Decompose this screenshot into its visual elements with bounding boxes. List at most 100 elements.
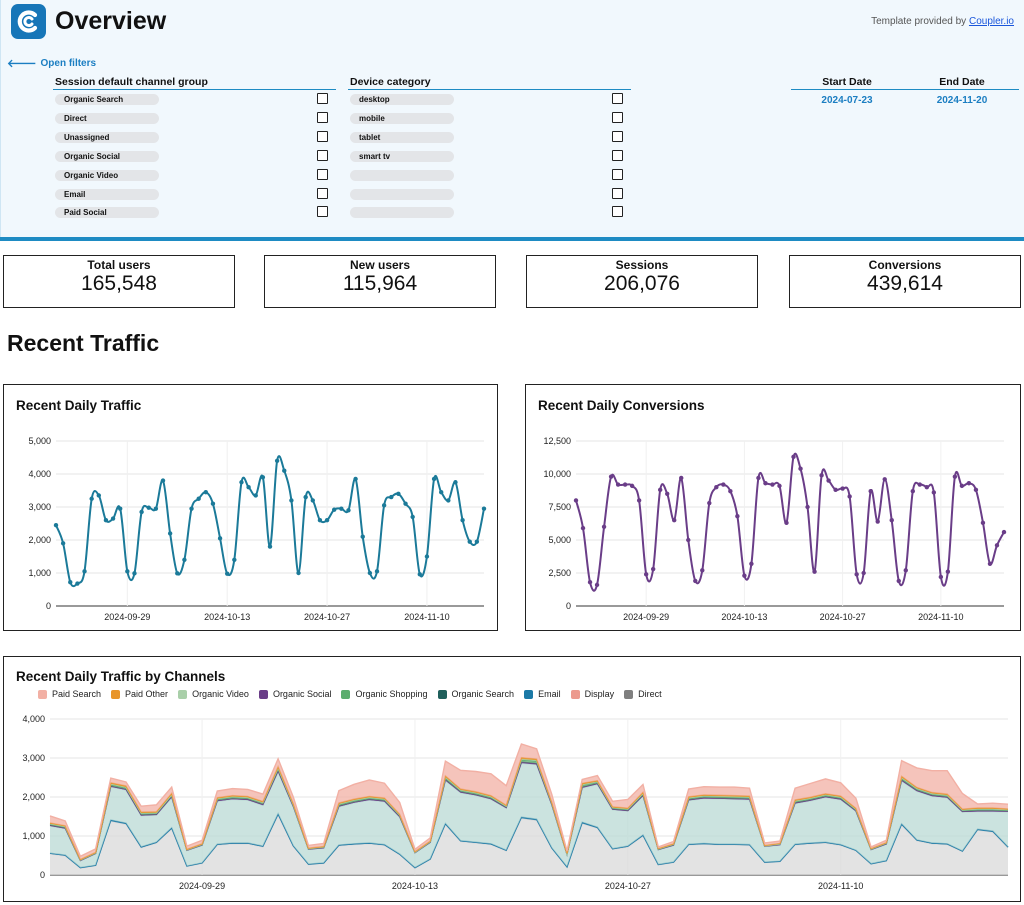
data-point bbox=[367, 570, 373, 576]
legend-item[interactable]: Organic Search bbox=[437, 689, 514, 699]
legend-item[interactable]: Paid Other bbox=[111, 689, 168, 699]
data-point bbox=[175, 571, 180, 576]
data-point bbox=[875, 519, 880, 524]
filter-checkbox[interactable] bbox=[612, 149, 623, 161]
filter-option-label[interactable]: Unassigned bbox=[55, 131, 159, 143]
data-point bbox=[53, 522, 59, 528]
data-point bbox=[707, 500, 712, 506]
kpi-value: 439,614 bbox=[867, 272, 943, 295]
filter-option-label[interactable]: smart tv bbox=[350, 150, 454, 162]
filter-option: Organic Social bbox=[55, 149, 355, 163]
open-filters-button[interactable]: 🡐 Open filters bbox=[7, 58, 96, 69]
data-point bbox=[274, 458, 280, 463]
y-tick-label: 10,000 bbox=[543, 469, 571, 479]
filter-checkbox[interactable] bbox=[612, 168, 623, 180]
start-date-picker[interactable]: 2024-07-23 bbox=[821, 95, 873, 106]
y-tick-label: 5,000 bbox=[548, 535, 571, 545]
legend-label: Direct bbox=[638, 689, 662, 699]
header-divider bbox=[0, 237, 1024, 241]
x-tick-label: 2024-10-13 bbox=[392, 881, 438, 891]
data-point bbox=[246, 485, 251, 490]
data-point bbox=[310, 498, 315, 503]
data-point bbox=[82, 569, 87, 574]
filter-checkbox[interactable] bbox=[317, 187, 328, 199]
filter-option-label[interactable]: tablet bbox=[350, 131, 454, 143]
filter-checkbox[interactable] bbox=[612, 187, 623, 199]
open-filters-label: Open filters bbox=[40, 58, 97, 69]
data-point bbox=[453, 480, 458, 485]
filter-option-label[interactable] bbox=[350, 188, 454, 200]
data-point bbox=[396, 491, 401, 496]
legend-item[interactable]: Direct bbox=[624, 689, 662, 699]
filter-checkbox[interactable] bbox=[612, 130, 623, 142]
filter-option: Unassigned bbox=[55, 130, 355, 144]
filter-option-label[interactable]: Direct bbox=[55, 112, 159, 124]
coupler-link[interactable]: Coupler.io bbox=[968, 16, 1014, 27]
data-point bbox=[232, 557, 237, 562]
filter-option-label[interactable]: Email bbox=[55, 188, 159, 200]
filter-checkbox[interactable] bbox=[612, 93, 623, 104]
data-point bbox=[160, 478, 166, 483]
filter-checkbox[interactable] bbox=[612, 206, 623, 218]
data-point bbox=[973, 487, 979, 493]
filter-checkbox[interactable] bbox=[317, 93, 328, 104]
filter-option-label[interactable]: Organic Social bbox=[55, 150, 159, 162]
conversions-chart: 0 2,500 5,000 7,500 10,000 12,500 2024-09-29 20… bbox=[543, 436, 1007, 622]
data-point bbox=[980, 520, 986, 526]
legend-label: Organic Social bbox=[272, 689, 332, 699]
channels-chart: 0 1,000 2,000 3,000 4,000 2024-09-29 2024-10-1… bbox=[22, 714, 1009, 891]
filter-checkbox[interactable] bbox=[612, 111, 623, 123]
data-point bbox=[763, 481, 768, 486]
y-tick-label: 0 bbox=[40, 870, 45, 880]
legend-item[interactable]: Organic Shopping bbox=[341, 689, 428, 699]
end-date-picker[interactable]: 2024-11-20 bbox=[936, 95, 988, 106]
x-tick-label: 2024-09-29 bbox=[179, 881, 225, 891]
data-point bbox=[296, 570, 301, 576]
data-point bbox=[225, 571, 230, 576]
filter-option: Organic Video bbox=[55, 168, 355, 182]
filter-option-label[interactable] bbox=[350, 207, 454, 219]
data-point bbox=[931, 490, 937, 495]
series-line bbox=[55, 455, 485, 588]
data-point bbox=[424, 554, 430, 559]
filter-checkbox[interactable] bbox=[317, 206, 328, 218]
legend-item[interactable]: Email bbox=[524, 689, 561, 699]
arrow-left-icon: 🡐 bbox=[7, 57, 37, 70]
channel-filter-title: Session default channel group bbox=[55, 76, 208, 88]
filter-option-label[interactable]: Organic Video bbox=[55, 169, 159, 181]
data-point bbox=[132, 571, 137, 576]
traffic-chart: 0 1,000 2,000 3,000 4,000 5,000 2024-09-29 2024… bbox=[28, 436, 487, 622]
legend-item[interactable]: Display bbox=[570, 689, 614, 699]
data-point bbox=[812, 569, 817, 574]
y-tick-label: 4,000 bbox=[28, 469, 51, 479]
filter-option-label[interactable] bbox=[350, 169, 454, 181]
data-point bbox=[791, 454, 796, 460]
legend-item[interactable]: Paid Search bbox=[38, 689, 101, 699]
filter-checkbox[interactable] bbox=[317, 130, 328, 142]
data-point bbox=[601, 524, 607, 529]
filter-option-label[interactable]: mobile bbox=[350, 112, 454, 124]
x-tick-label: 2024-11-10 bbox=[918, 612, 963, 622]
data-point bbox=[952, 474, 958, 479]
data-point bbox=[267, 544, 273, 549]
filter-checkbox[interactable] bbox=[317, 168, 328, 180]
legend-label: Organic Shopping bbox=[355, 689, 428, 699]
filter-option: mobile bbox=[350, 111, 650, 125]
filter-checkbox[interactable] bbox=[317, 149, 328, 161]
area-direct bbox=[50, 815, 1008, 875]
data-point bbox=[481, 506, 487, 511]
data-point bbox=[854, 572, 859, 577]
filter-checkbox[interactable] bbox=[317, 111, 328, 123]
kpi-label: New users bbox=[349, 258, 411, 272]
data-point bbox=[139, 509, 144, 515]
filter-option-label[interactable]: Paid Social bbox=[55, 207, 159, 219]
data-point bbox=[840, 486, 845, 491]
data-point bbox=[167, 531, 173, 536]
legend-item[interactable]: Organic Social bbox=[258, 689, 332, 699]
data-point bbox=[587, 580, 593, 585]
filter-option-label[interactable]: desktop bbox=[350, 94, 454, 105]
filter-option: Paid Social bbox=[55, 206, 355, 219]
data-point bbox=[749, 561, 754, 566]
legend-item[interactable]: Organic Video bbox=[178, 689, 249, 699]
filter-option-label[interactable]: Organic Search bbox=[55, 94, 159, 105]
